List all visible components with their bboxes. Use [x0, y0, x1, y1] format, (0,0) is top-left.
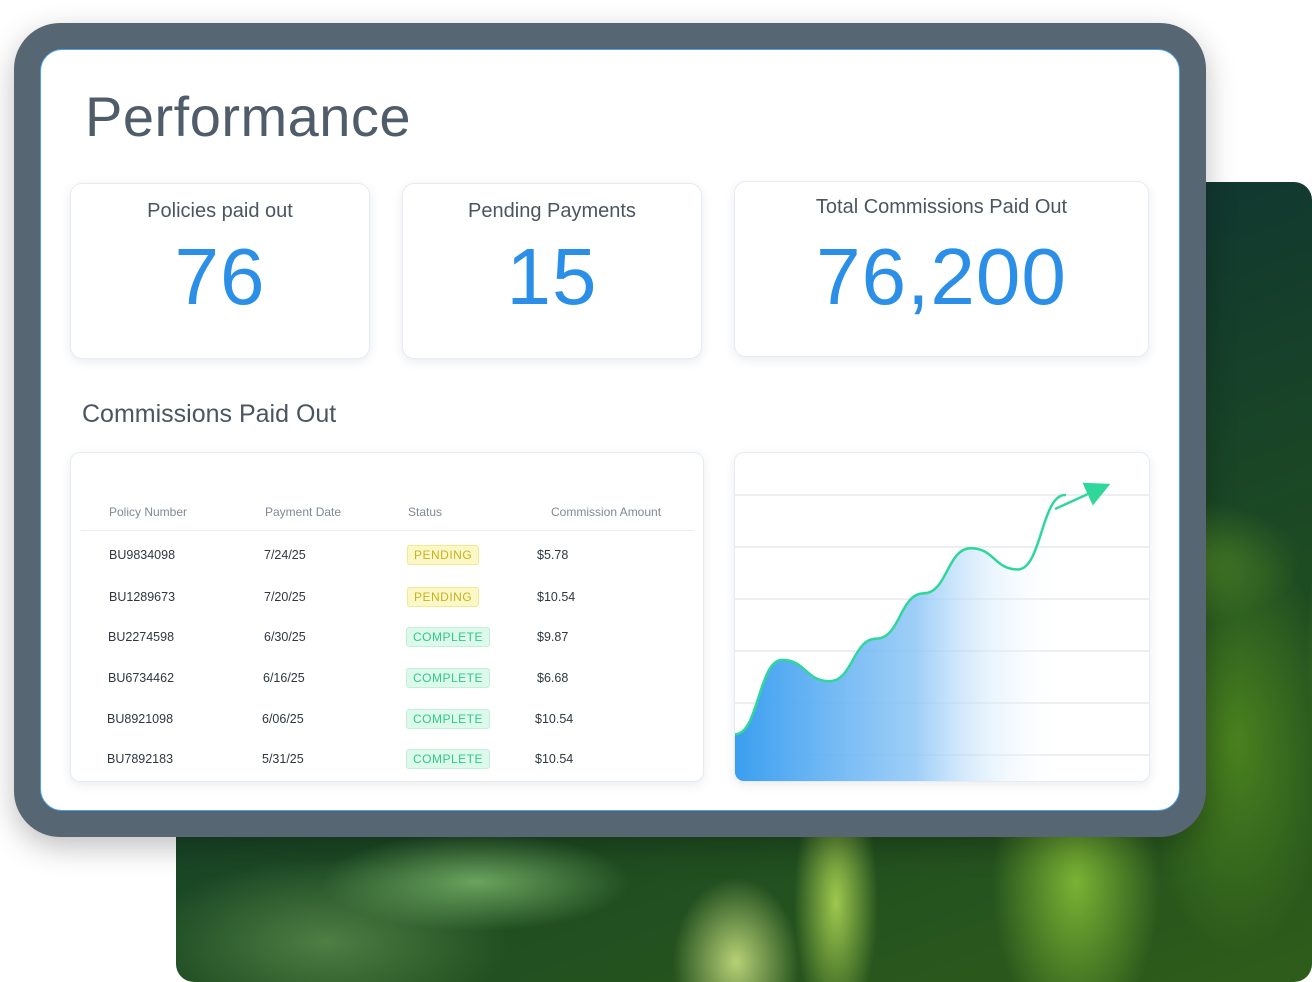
table-row[interactable]: BU1289673 7/20/25 PENDING $10.54: [71, 587, 703, 609]
chart-trend-line: [735, 493, 1067, 736]
status-badge: COMPLETE: [406, 627, 491, 647]
commission-amount: $10.54: [537, 590, 576, 604]
policy-number: BU6734462: [108, 671, 175, 685]
commission-amount: $9.87: [537, 630, 569, 644]
status-badge: COMPLETE: [406, 668, 491, 688]
commission-amount: $5.78: [537, 548, 569, 562]
dashboard-screen: Performance Policies paid out 76 Pending…: [40, 49, 1180, 811]
payment-date: 7/24/25: [264, 548, 306, 562]
commission-amount: $10.54: [535, 712, 574, 726]
page-title: Performance: [85, 85, 412, 148]
payment-date: 6/16/25: [263, 671, 305, 685]
payment-date: 6/30/25: [264, 630, 306, 644]
commission-amount: $10.54: [535, 752, 574, 766]
table-row[interactable]: BU8921098 6/06/25 COMPLETE $10.54: [71, 709, 703, 731]
kpi-label: Policies paid out: [147, 200, 293, 222]
policy-number: BU8921098: [107, 712, 174, 726]
column-header-policy-number: Policy Number: [109, 505, 188, 519]
payment-date: 6/06/25: [262, 712, 304, 726]
kpi-pending-payments: Pending Payments 15: [402, 183, 702, 359]
commissions-trend-chart: [734, 452, 1150, 782]
trend-chart-svg: [735, 482, 1149, 781]
table-row[interactable]: BU2274598 6/30/25 COMPLETE $9.87: [71, 627, 703, 649]
column-header-commission-amount: Commission Amount: [551, 505, 662, 519]
payment-date: 7/20/25: [264, 590, 306, 604]
commissions-table: Policy Number Payment Date Status Commis…: [70, 452, 704, 782]
payment-date: 5/31/25: [262, 752, 304, 766]
kpi-label: Total Commissions Paid Out: [815, 196, 1068, 218]
policy-number: BU7892183: [107, 752, 174, 766]
table-row[interactable]: BU9834098 7/24/25 PENDING $5.78: [71, 545, 703, 567]
status-badge: COMPLETE: [406, 709, 491, 729]
chart-trend-arrow: [1054, 482, 1111, 511]
policy-number: BU2274598: [108, 630, 175, 644]
kpi-label: Pending Payments: [468, 200, 636, 222]
table-row[interactable]: BU6734462 6/16/25 COMPLETE $6.68: [71, 668, 703, 690]
policy-number: BU9834098: [109, 548, 176, 562]
status-badge: COMPLETE: [406, 749, 491, 769]
kpi-value: 15: [506, 232, 598, 321]
kpi-policies-paid-out: Policies paid out 76: [70, 183, 370, 359]
column-header-payment-date: Payment Date: [265, 505, 342, 519]
commission-amount: $6.68: [537, 671, 569, 685]
policy-number: BU1289673: [109, 590, 176, 604]
section-title-commissions: Commissions Paid Out: [82, 400, 337, 428]
kpi-value: 76,200: [816, 232, 1067, 321]
kpi-total-commissions: Total Commissions Paid Out 76,200: [734, 181, 1149, 357]
column-header-status: Status: [408, 505, 443, 519]
chart-area-fill: [735, 495, 1065, 781]
status-badge: PENDING: [407, 587, 480, 607]
status-badge: PENDING: [407, 545, 480, 565]
table-row[interactable]: BU7892183 5/31/25 COMPLETE $10.54: [71, 749, 703, 771]
header-divider: [81, 530, 693, 531]
kpi-value: 76: [174, 232, 266, 321]
